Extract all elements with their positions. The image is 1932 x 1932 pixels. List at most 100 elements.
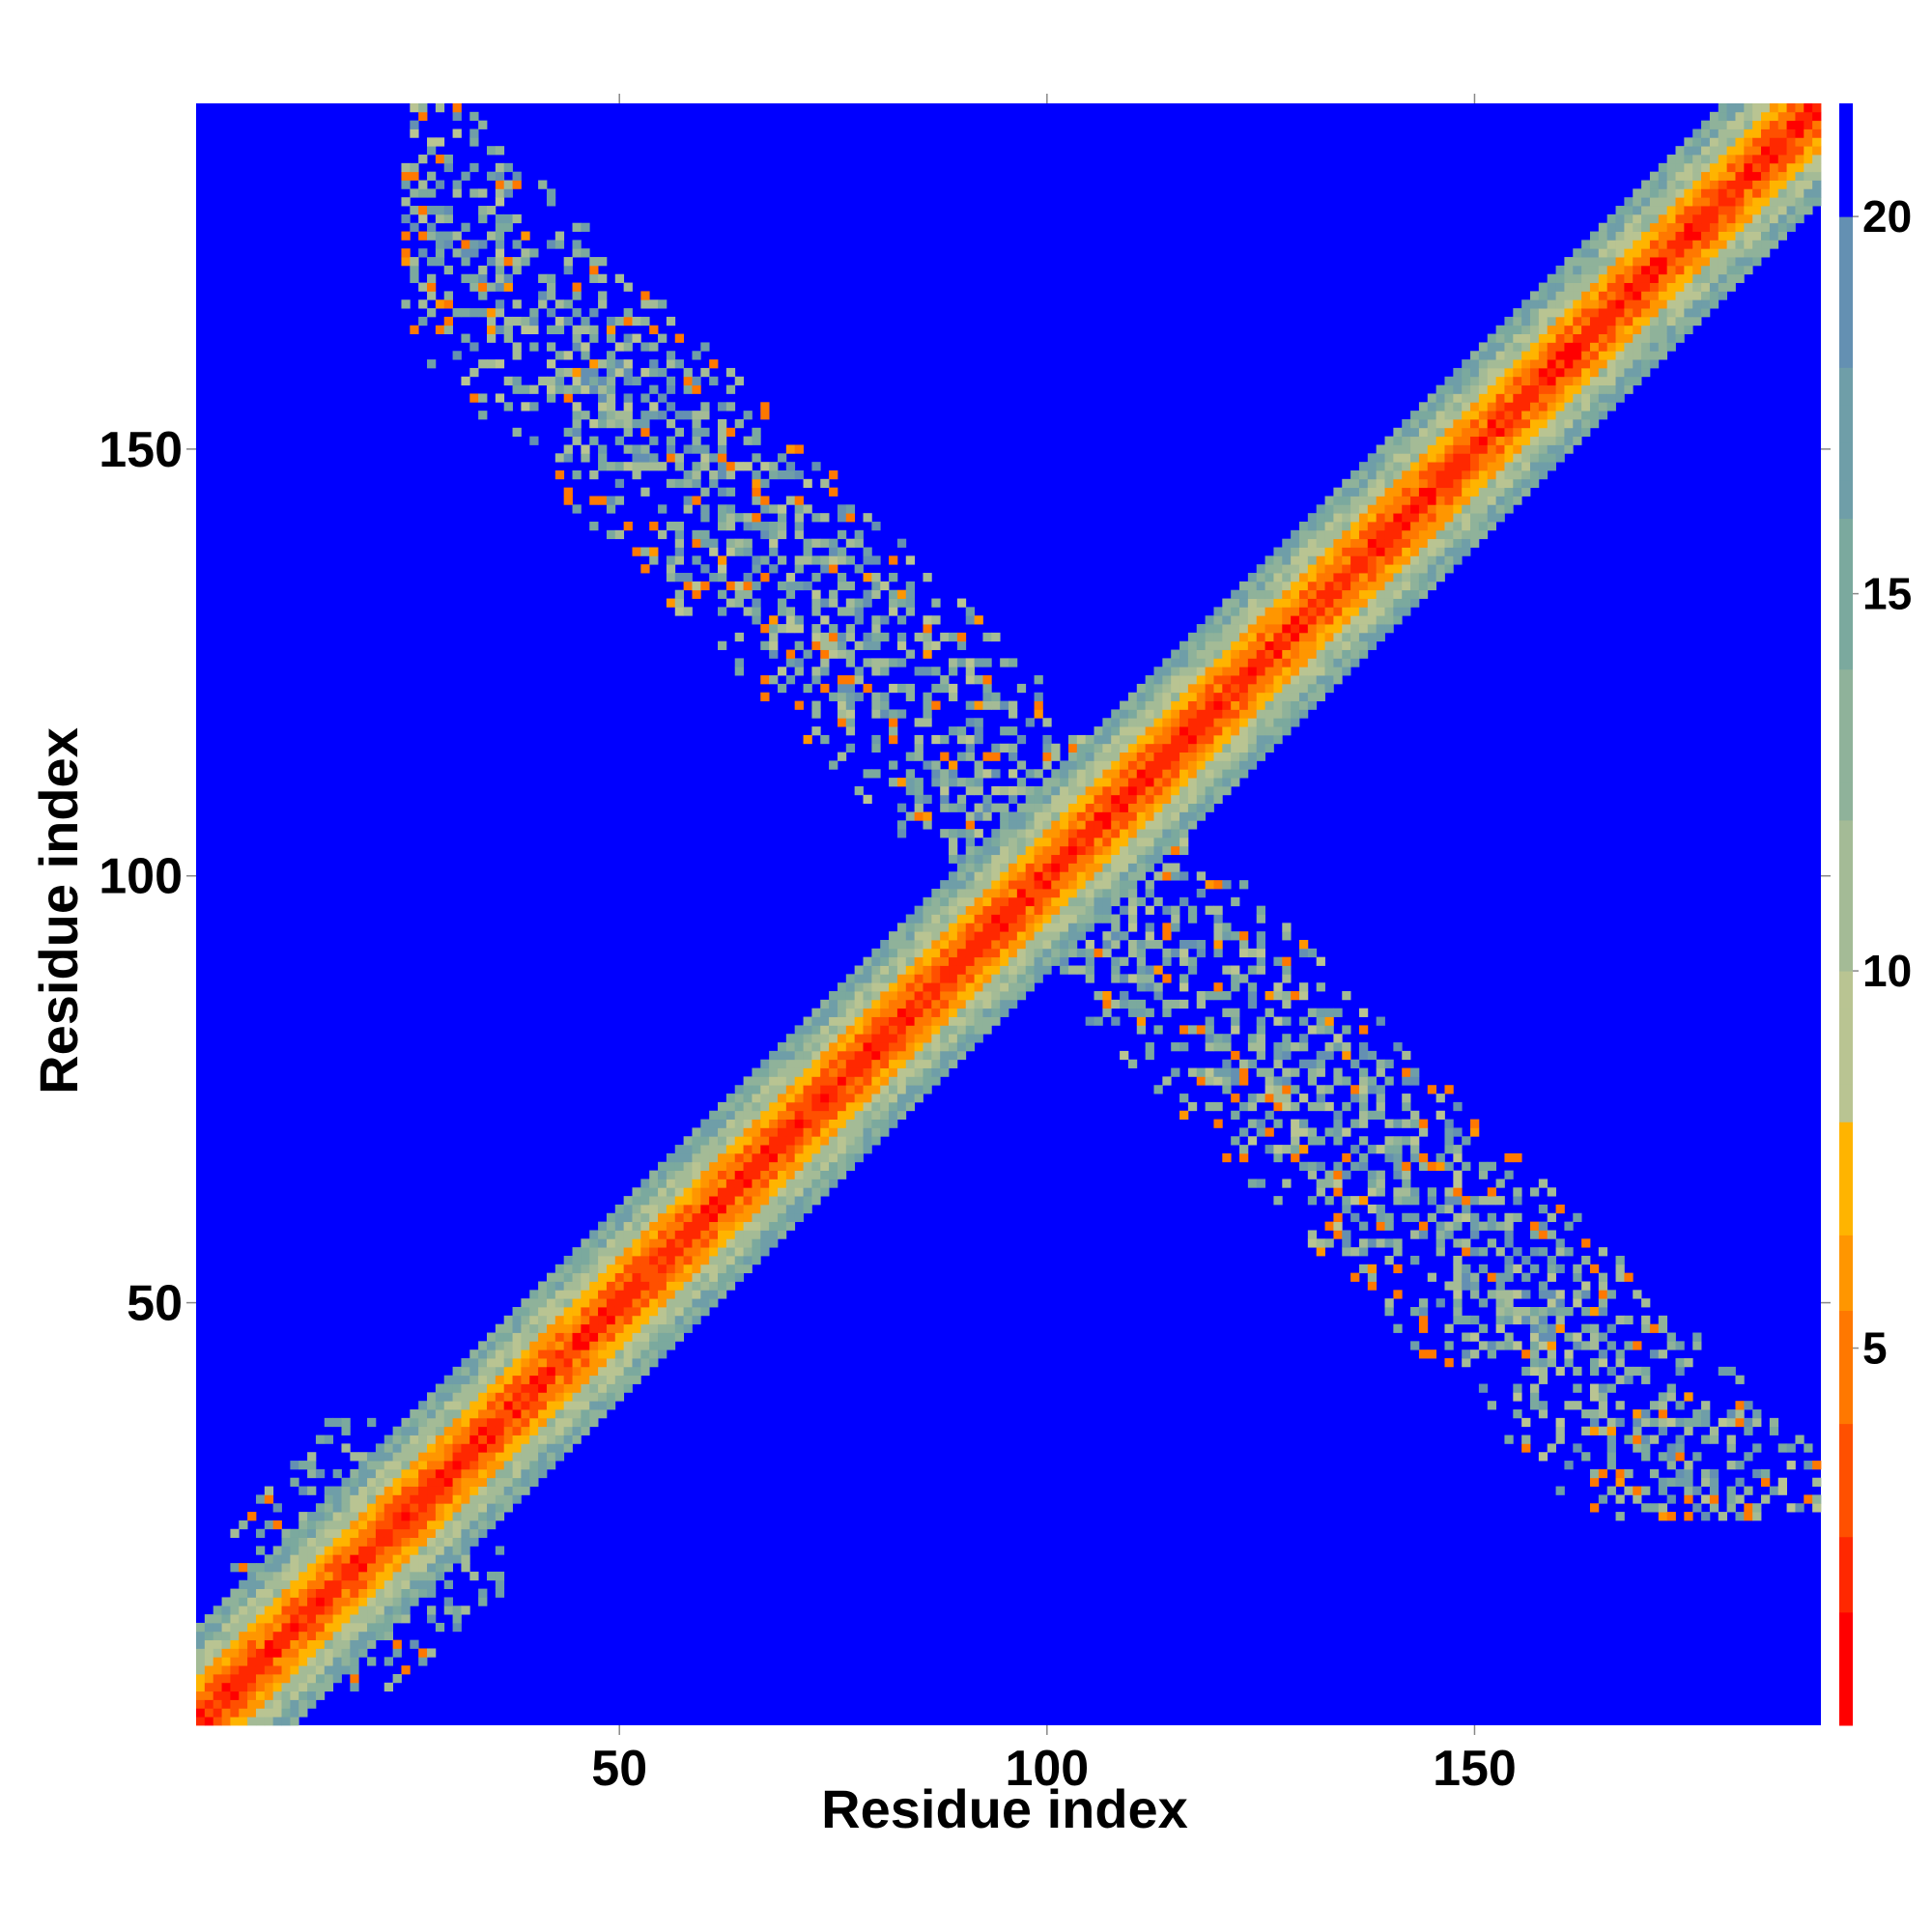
heatmap-cell <box>1410 529 1420 540</box>
heatmap-cell <box>743 1187 753 1197</box>
heatmap-cell <box>341 1571 351 1581</box>
heatmap-cell <box>1085 845 1094 856</box>
heatmap-cell <box>1136 700 1147 710</box>
heatmap-cell <box>683 444 693 454</box>
heatmap-cell <box>1162 1076 1172 1086</box>
heatmap-cell <box>1076 785 1087 796</box>
heatmap-cell <box>598 376 608 386</box>
heatmap-cell <box>940 888 950 898</box>
heatmap-cell <box>410 1563 419 1573</box>
heatmap-cell <box>614 436 625 445</box>
heatmap-cell <box>871 1059 881 1068</box>
heatmap-cell <box>837 1161 847 1172</box>
heatmap-cell <box>974 675 983 685</box>
heatmap-cell <box>718 1196 727 1206</box>
heatmap-cell <box>307 1657 317 1666</box>
heatmap-cell <box>649 1358 659 1368</box>
heatmap-cell <box>1350 1094 1360 1103</box>
heatmap-cell <box>230 1708 240 1718</box>
heatmap-cell <box>683 607 693 616</box>
heatmap-cell <box>1239 615 1249 625</box>
heatmap-cell <box>461 1383 470 1393</box>
heatmap-cell <box>1213 726 1223 736</box>
heatmap-cell <box>752 496 761 505</box>
heatmap-cell <box>1282 667 1292 676</box>
heatmap-cell <box>1009 880 1018 890</box>
heatmap-cell <box>1205 743 1214 753</box>
heatmap-cell <box>503 188 513 198</box>
heatmap-cell <box>367 1520 377 1530</box>
heatmap-cell <box>1402 427 1411 438</box>
heatmap-cell <box>469 1392 479 1402</box>
heatmap-cell <box>803 649 812 659</box>
heatmap-cell <box>1402 444 1411 454</box>
heatmap-cell <box>290 1546 299 1555</box>
heatmap-cell <box>1171 734 1180 745</box>
heatmap-cell <box>991 743 1001 753</box>
heatmap-cell <box>1418 1306 1429 1317</box>
heatmap-cell <box>1291 1085 1300 1094</box>
heatmap-cell <box>1171 700 1180 710</box>
heatmap-cell <box>905 965 916 975</box>
heatmap-cell <box>760 1094 770 1103</box>
heatmap-cell <box>401 213 411 224</box>
heatmap-cell <box>410 128 419 138</box>
heatmap-cell <box>1384 598 1394 608</box>
heatmap-cell <box>529 1323 539 1333</box>
heatmap-cell <box>1376 1187 1385 1197</box>
heatmap-cell <box>1316 667 1325 676</box>
heatmap-cell <box>666 1315 676 1325</box>
heatmap-cell <box>752 1136 761 1146</box>
heatmap-cell <box>255 1494 266 1504</box>
heatmap-cell <box>811 1161 821 1172</box>
heatmap-cell <box>1179 940 1189 950</box>
heatmap-cell <box>486 1417 497 1428</box>
heatmap-cell <box>529 402 539 412</box>
heatmap-cell <box>538 1290 548 1299</box>
heatmap-cell <box>1333 675 1343 685</box>
heatmap-cell <box>692 1247 701 1257</box>
heatmap-cell <box>554 299 565 309</box>
heatmap-cell <box>1367 529 1378 540</box>
heatmap-cell <box>1333 1034 1343 1043</box>
heatmap-cell <box>1222 675 1232 685</box>
heatmap-cell <box>230 1563 240 1573</box>
heatmap-cell <box>598 411 608 420</box>
heatmap-cell <box>1350 598 1360 608</box>
heatmap-cell <box>1333 1230 1343 1239</box>
heatmap-cell <box>1427 529 1437 540</box>
heatmap-cell <box>982 1025 992 1035</box>
heatmap-cell <box>367 1554 377 1564</box>
heatmap-cell <box>1410 469 1420 480</box>
heatmap-cell <box>956 1034 967 1043</box>
heatmap-cell <box>1034 811 1043 821</box>
heatmap-cell <box>718 522 727 531</box>
heatmap-cell <box>521 231 530 241</box>
heatmap-cell <box>991 752 1001 761</box>
heatmap-cell <box>905 1025 916 1035</box>
heatmap-cell <box>1153 667 1163 676</box>
heatmap-cell <box>1470 1247 1480 1257</box>
heatmap-cell <box>769 675 779 685</box>
heatmap-cell <box>820 598 830 608</box>
heatmap-cell <box>1000 837 1009 847</box>
heatmap-cell <box>1162 692 1172 701</box>
heatmap-cell <box>829 1145 838 1154</box>
heatmap-cell <box>1094 896 1103 907</box>
heatmap-cell <box>307 1622 317 1633</box>
heatmap-cell <box>674 1179 684 1188</box>
heatmap-cell <box>718 1136 727 1146</box>
heatmap-cell <box>239 1648 248 1658</box>
heatmap-cell <box>341 1503 351 1513</box>
heatmap-cell <box>803 1204 812 1214</box>
heatmap-cell <box>1418 1298 1429 1308</box>
heatmap-cell <box>709 469 719 480</box>
heatmap-cell <box>443 1520 453 1530</box>
heatmap-cell <box>512 1366 522 1377</box>
heatmap-cell <box>315 1571 326 1581</box>
heatmap-cell <box>896 931 907 941</box>
heatmap-cell <box>495 171 505 181</box>
heatmap-cell <box>811 1119 821 1128</box>
heatmap-cell <box>1316 1247 1325 1257</box>
heatmap-cell <box>1282 726 1292 736</box>
